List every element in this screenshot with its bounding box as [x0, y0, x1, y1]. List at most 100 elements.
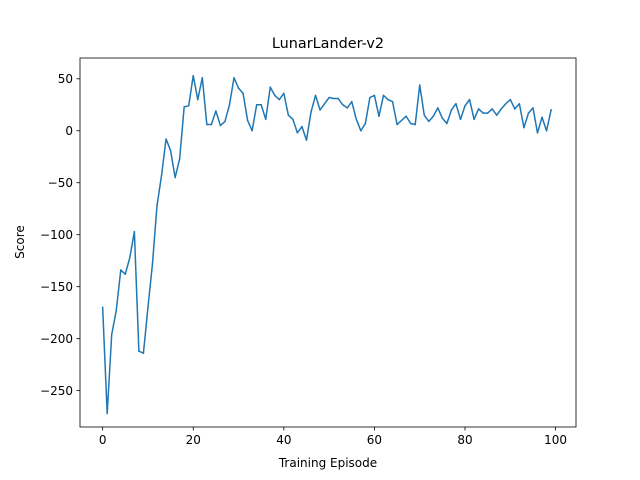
data-point	[432, 115, 435, 117]
data-point	[201, 77, 204, 79]
data-point	[364, 122, 367, 125]
data-point	[369, 96, 371, 99]
data-point	[536, 132, 539, 134]
data-point	[133, 230, 136, 233]
data-point	[518, 102, 521, 105]
series-line	[101, 74, 552, 415]
data-point	[391, 100, 394, 103]
x-tick-label: 20	[186, 433, 201, 447]
data-point	[337, 97, 339, 100]
data-point	[550, 109, 552, 111]
y-tick-label: −250	[40, 384, 73, 398]
x-tick-label: 100	[544, 433, 567, 447]
y-tick-label: −100	[40, 228, 73, 242]
data-point	[138, 350, 140, 352]
data-point	[178, 158, 181, 160]
data-point	[264, 118, 267, 121]
data-point	[314, 94, 317, 97]
data-point	[296, 132, 299, 134]
data-point	[246, 119, 249, 122]
data-point	[477, 108, 480, 110]
data-point	[360, 130, 362, 132]
data-point	[418, 84, 421, 86]
data-point	[428, 120, 430, 123]
data-point	[310, 111, 312, 113]
data-point	[378, 115, 380, 117]
data-point	[414, 123, 416, 126]
data-point	[455, 102, 457, 105]
data-point	[174, 176, 176, 179]
data-point	[192, 74, 194, 77]
data-point	[301, 125, 303, 128]
data-point	[151, 263, 154, 265]
data-point	[355, 118, 358, 121]
data-point	[101, 306, 104, 309]
data-point	[328, 96, 330, 99]
data-point	[187, 105, 190, 107]
data-point	[409, 122, 412, 125]
data-point	[509, 98, 512, 101]
data-point	[541, 116, 543, 118]
data-point	[224, 120, 226, 123]
x-tick-label: 0	[99, 433, 107, 447]
data-point	[210, 123, 213, 126]
data-point	[346, 107, 348, 109]
data-point	[278, 98, 281, 101]
data-point	[255, 104, 258, 106]
data-point	[319, 109, 321, 111]
y-tick-label: −200	[40, 332, 73, 346]
data-point	[332, 97, 335, 100]
data-point	[400, 119, 403, 122]
data-point	[169, 149, 172, 152]
data-point	[396, 123, 398, 126]
data-point	[129, 256, 131, 259]
data-point	[514, 108, 516, 110]
data-point	[305, 139, 308, 141]
data-point	[473, 118, 475, 121]
data-point	[283, 92, 285, 95]
data-point	[545, 130, 548, 132]
data-point	[242, 92, 244, 95]
data-point	[373, 94, 376, 97]
y-axis-label: Score	[13, 225, 27, 259]
data-point	[106, 412, 108, 415]
data-point	[527, 112, 530, 114]
data-point	[219, 124, 222, 127]
data-point	[165, 138, 167, 140]
data-point	[437, 107, 439, 109]
data-point	[147, 306, 149, 309]
data-point	[486, 112, 489, 114]
data-point	[197, 98, 199, 101]
x-tick-label: 80	[457, 433, 472, 447]
data-point	[468, 98, 471, 101]
data-point	[269, 86, 271, 88]
data-point	[523, 126, 525, 129]
data-point	[287, 114, 290, 116]
data-point	[292, 118, 294, 121]
data-point	[120, 269, 122, 271]
data-point	[160, 174, 163, 177]
data-point	[110, 333, 113, 336]
data-point	[423, 114, 426, 116]
data-point	[505, 102, 507, 105]
plot-area: 0 20 40 60 80 100 50 0 −50 −100 −150 −200 −250	[40, 57, 577, 447]
data-point	[387, 98, 389, 101]
data-point	[228, 104, 231, 106]
data-point	[206, 123, 208, 126]
chart-title: LunarLander-v2	[272, 36, 384, 52]
data-point	[450, 109, 453, 111]
data-point	[115, 309, 117, 312]
data-point	[532, 107, 534, 109]
data-point	[233, 77, 235, 79]
data-point	[464, 105, 466, 107]
data-point	[500, 108, 503, 110]
data-point	[237, 87, 240, 89]
x-tick-label: 40	[276, 433, 291, 447]
x-axis-label: Training Episode	[278, 456, 377, 470]
y-tick-label: 0	[65, 124, 73, 138]
data-point	[251, 130, 253, 132]
data-point	[341, 104, 344, 106]
data-point	[405, 115, 407, 117]
